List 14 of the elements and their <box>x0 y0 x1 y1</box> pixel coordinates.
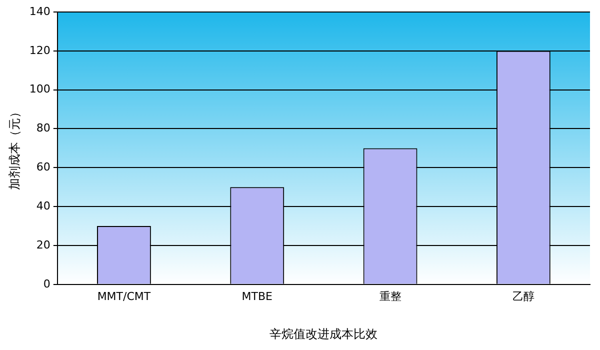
y-tick-label: 60 <box>36 160 50 174</box>
x-tick-label: 乙醇 <box>512 290 534 303</box>
y-tick-label: 120 <box>29 44 50 57</box>
x-tick-label: 重整 <box>379 290 402 303</box>
y-tick-label: 0 <box>43 277 50 290</box>
y-tick-label: 100 <box>29 82 50 96</box>
y-tick-label: 40 <box>36 199 50 212</box>
y-tick-label: 80 <box>36 122 50 135</box>
x-tick-label: MMT/CMT <box>97 290 151 303</box>
y-tick-label: 20 <box>36 238 50 252</box>
x-axis-title: 辛烷值改进成本比效 <box>270 326 378 341</box>
y-axis-title: 加剂成本（元） <box>7 106 22 190</box>
x-tick-label: MTBE <box>242 290 273 303</box>
y-tick-label: 140 <box>29 4 50 18</box>
